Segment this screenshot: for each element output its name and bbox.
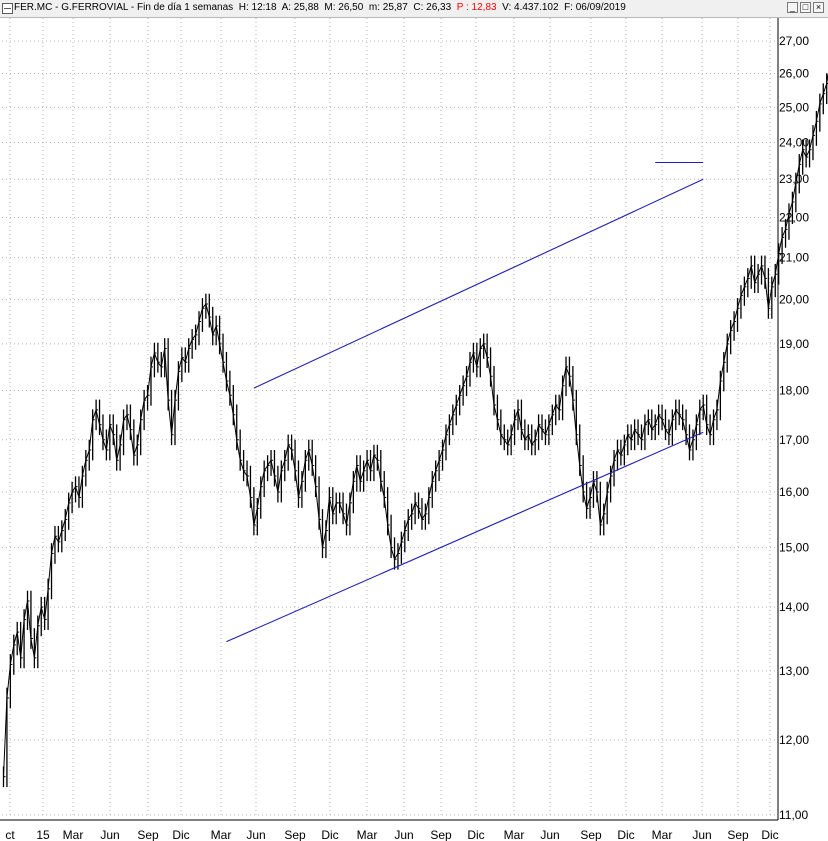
price-series <box>2 72 828 788</box>
y-tick-label: 13,00 <box>779 664 809 678</box>
x-tick-label: ct <box>5 828 15 841</box>
x-tick-label: Sep <box>727 828 749 841</box>
y-tick-label: 15,00 <box>779 541 809 555</box>
x-tick-label: Sep <box>137 828 159 841</box>
y-tick-label: 12,00 <box>779 733 809 747</box>
y-tick-label: 23,00 <box>779 172 809 186</box>
x-tick-label: Jun <box>394 828 413 841</box>
low-value: m: 25,87 <box>368 2 408 13</box>
x-tick-label: Mar <box>63 828 84 841</box>
x-tick-label: Dic <box>761 828 778 841</box>
trendlines <box>226 161 704 643</box>
y-tick-label: 14,00 <box>779 600 809 614</box>
x-axis: ct 15 Mar Jun Sep Dic Mar Jun Sep Dic Mar Jun Sep Dic… <box>0 819 779 841</box>
window-icon <box>2 3 13 14</box>
y-tick-label: 26,00 <box>779 67 809 81</box>
y-tick-label: 22,00 <box>779 211 809 225</box>
period-label: Fin de día 1 semanas <box>137 2 234 13</box>
ticker-label: FER.MC <box>14 2 53 13</box>
x-tick-label: Mar <box>652 828 673 841</box>
x-tick-label: Dic <box>467 828 484 841</box>
x-tick-label: Sep <box>284 828 306 841</box>
x-tick-label: Mar <box>211 828 232 841</box>
x-tick-label: Mar <box>504 828 525 841</box>
y-tick-label: 24,00 <box>779 136 809 150</box>
price-chart[interactable]: 27,00 26,00 25,00 24,00 23,00 22,00 21,00 20,00… <box>0 18 828 841</box>
y-tick-label: 16,00 <box>779 485 809 499</box>
x-tick-label: Sep <box>430 828 452 841</box>
x-tick-label: Dic <box>321 828 338 841</box>
y-axis: 27,00 26,00 25,00 24,00 23,00 22,00 21,00 20,00… <box>777 18 809 822</box>
chart-header-bar: FER.MC - G.FERROVIAL - Fin de día 1 sema… <box>0 0 828 18</box>
x-tick-label: Jun <box>540 828 559 841</box>
x-tick-label: Sep <box>580 828 602 841</box>
y-tick-label: 18,00 <box>779 383 809 397</box>
y-tick-label: 25,00 <box>779 100 809 114</box>
open-value: A: 25,88 <box>281 2 319 13</box>
x-tick-label: Dic <box>617 828 634 841</box>
time-value: H: 12:18 <box>238 2 277 13</box>
trendline <box>226 431 704 643</box>
y-tick-label: 20,00 <box>779 293 809 307</box>
x-tick-label: Jun <box>100 828 119 841</box>
quote-summary: FER.MC - G.FERROVIAL - Fin de día 1 sema… <box>14 2 626 13</box>
maximize-button[interactable]: □ <box>800 2 811 13</box>
x-tick-label: 15 <box>36 828 50 841</box>
x-tick-label: Mar <box>357 828 378 841</box>
y-tick-label: 19,00 <box>779 337 809 351</box>
high-value: M: 26,50 <box>324 2 364 13</box>
percent-change-value: P : 12,83 <box>456 2 497 13</box>
y-tick-label: 11,00 <box>779 808 808 822</box>
trendline <box>253 178 704 389</box>
y-tick-label: 27,00 <box>779 34 809 48</box>
y-tick-label: 21,00 <box>779 251 809 265</box>
close-button[interactable]: × <box>813 2 824 13</box>
grid <box>2 18 778 818</box>
y-tick-label: 17,00 <box>779 433 809 447</box>
x-tick-label: Dic <box>172 828 189 841</box>
x-tick-label: Jun <box>246 828 265 841</box>
x-tick-label: Jun <box>692 828 711 841</box>
minimize-button[interactable]: _ <box>787 2 798 13</box>
volume-value: V: 4.437.102 <box>502 2 559 13</box>
close-value: C: 26,33 <box>413 2 452 13</box>
company-name: G.FERROVIAL <box>61 2 129 13</box>
price-line <box>3 72 828 777</box>
date-value: F: 06/09/2019 <box>564 2 626 13</box>
